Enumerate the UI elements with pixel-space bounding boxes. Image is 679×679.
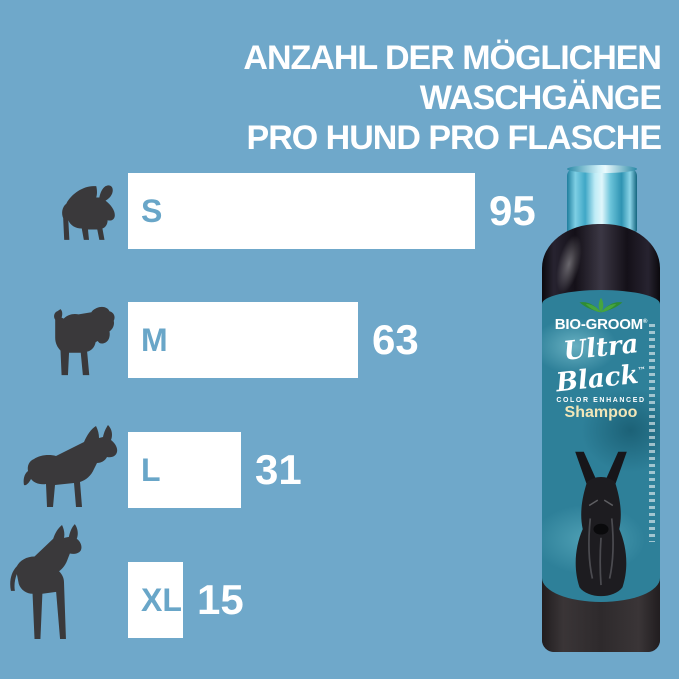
bar-label-l: L [141, 451, 161, 488]
bar: S [128, 173, 475, 249]
schnauzer-icon [52, 304, 118, 378]
bar-label-s: S [141, 192, 163, 229]
label-side-text [649, 324, 655, 542]
bar-value-s: 95 [489, 187, 536, 234]
german-shepherd-icon [22, 424, 120, 510]
french-bulldog-icon [58, 182, 120, 244]
chart-title-line1: ANZAHL DER MÖGLICHEN WASCHGÄNGE [243, 39, 662, 117]
chart-row-xl: XL 15 [128, 562, 244, 638]
chart-title: ANZAHL DER MÖGLICHEN WASCHGÄNGE PRO HUND… [16, 38, 662, 158]
product-type: Shampoo [564, 403, 638, 421]
bar-label-m: M [141, 321, 168, 358]
bar: XL [128, 562, 183, 638]
bar: L [128, 432, 241, 508]
bar-value-l: 31 [255, 446, 302, 493]
bar-value-xl: 15 [197, 576, 244, 623]
chart-row-l: L 31 [128, 432, 302, 508]
bar-label-xl: XL [141, 581, 182, 618]
great-dane-icon [8, 522, 118, 644]
chart-title-line2: PRO HUND PRO FLASCHE [246, 119, 662, 157]
product-subtitle: COLOR ENHANCED [556, 396, 646, 404]
trademark: ™ [637, 364, 647, 376]
schnauzer-head-art [558, 448, 644, 602]
brand-name: BIO-GROOM® [554, 316, 648, 333]
bottle-body: BIO-GROOM® Ultra Black™ COLOR ENHANCED S… [542, 224, 660, 652]
leaf-emblem-icon [579, 297, 623, 313]
bar-value-m: 63 [372, 316, 419, 363]
bottle-gloss-highlight [551, 232, 587, 296]
chart-row-m: M 63 [128, 302, 419, 378]
chart-row-s: S 95 [128, 173, 536, 249]
product-label: BIO-GROOM® Ultra Black™ COLOR ENHANCED S… [542, 290, 660, 602]
bottle-cap [567, 165, 637, 232]
registered-mark: ® [642, 319, 648, 325]
product-bottle: BIO-GROOM® Ultra Black™ COLOR ENHANCED S… [541, 165, 661, 654]
bar: M [128, 302, 358, 378]
